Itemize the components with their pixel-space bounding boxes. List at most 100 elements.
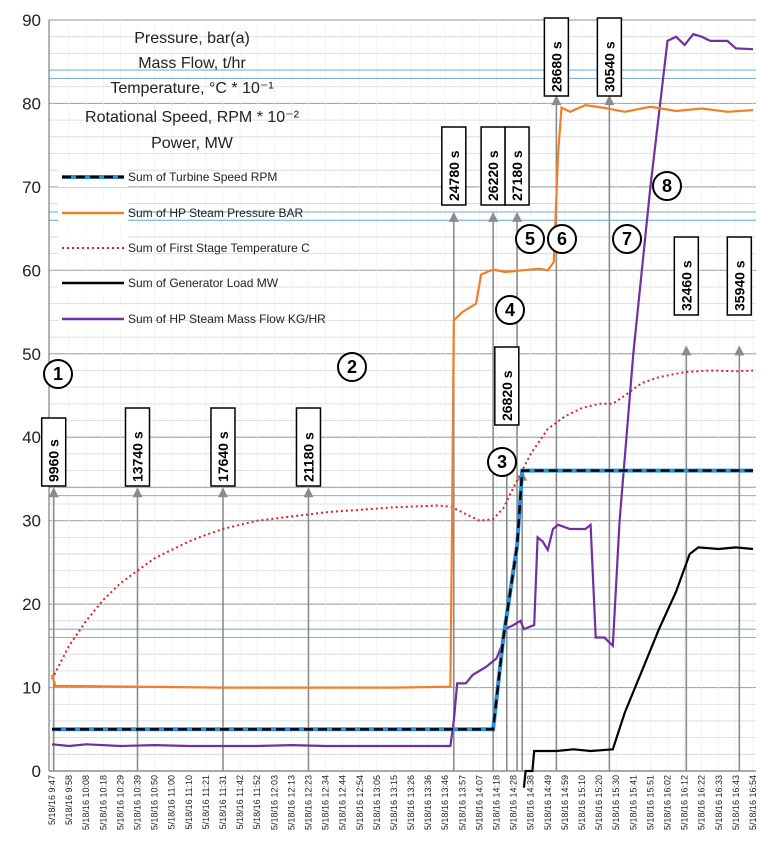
event-label-box [441, 126, 467, 206]
event-label-text: 9960 s [46, 439, 62, 482]
x-tick-label: 5/18/16 12:54 [355, 775, 365, 830]
event-label-box [40, 417, 67, 487]
series-line-sum-of-hp-steam-mass-flow-kg-hr [51, 32, 754, 748]
x-tick-label: 5/18/16 15:30 [611, 775, 621, 830]
units-line: Rotational Speed, RPM * 10⁻² [85, 109, 300, 126]
x-tick-label: 5/18/16 16:33 [714, 775, 724, 830]
legend-label: Sum of First Stage Temperature C [128, 241, 310, 255]
x-tick-label: 5/18/16 12:34 [321, 775, 331, 830]
reference-lines [49, 69, 756, 639]
event-number-circle [515, 224, 545, 254]
x-tick-label: 5/18/16 12:44 [338, 775, 348, 830]
event-arrow-head [512, 211, 523, 222]
y-axis: 0 10 20 30 40 50 60 70 80 90 [22, 11, 50, 781]
event-label-text: 26820 s [499, 370, 515, 421]
event-arrows [48, 95, 745, 771]
x-tick-label: 5/18/16 15:51 [645, 775, 655, 830]
units-line: Power, MW [151, 135, 234, 152]
event-arrow-head [551, 95, 562, 106]
event-number-circle [547, 224, 577, 254]
x-tick-label: 5/18/16 16:12 [680, 775, 690, 830]
x-tick-label: 5/18/16 14:18 [492, 775, 502, 830]
x-tick-label: 5/18/16 14:49 [543, 775, 553, 830]
x-tick-label: 5/18/16 16:22 [697, 775, 707, 830]
x-tick-label: 5/18/16 12:13 [286, 775, 296, 830]
x-tick-label: 5/18/16 13:26 [406, 775, 416, 830]
event-arrow-head [217, 487, 228, 498]
x-tick-label: 5/18/16 13:05 [372, 775, 382, 830]
series-lines [50, 32, 754, 788]
y-tick-label: 20 [22, 595, 41, 614]
x-tick-label: 5/18/16 11:31 [218, 775, 228, 829]
event-label-text: 27180 s [509, 150, 525, 201]
legend-label: Sum of HP Steam Pressure BAR [128, 206, 304, 220]
y-tick-label: 30 [22, 512, 41, 531]
x-tick-label: 5/18/16 11:42 [235, 775, 245, 829]
event-number: 3 [497, 452, 507, 472]
event-arrow-head [303, 487, 314, 498]
event-arrow-head [48, 487, 59, 498]
x-tick-label: 5/18/16 15:41 [628, 775, 638, 830]
event-number-circle [337, 352, 367, 382]
event-label-text: 21180 s [300, 432, 316, 482]
x-tick-label: 5/18/16 14:59 [560, 775, 570, 830]
event-label-text: 28680 s [548, 41, 564, 92]
x-tick-label: 5/18/16 12:23 [303, 775, 313, 830]
event-arrow-head [448, 211, 459, 222]
event-number-circle [43, 359, 73, 389]
x-tick-label: 5/18/16 16:43 [731, 775, 741, 830]
x-tick-label: 5/18/16 13:15 [389, 775, 399, 830]
event-label-box [210, 407, 236, 487]
event-arrow-head [132, 487, 143, 498]
y-tick-label: 40 [22, 428, 41, 447]
plot-area [49, 20, 756, 771]
x-tick-label: 5/18/16 9:47 [47, 775, 57, 825]
units-annotation: Pressure, bar(a) Mass Flow, t/hr Temperatu… [85, 30, 300, 152]
x-tick-label: 5/18/16 9:58 [64, 775, 74, 825]
x-tick-label: 5/18/16 11:10 [184, 775, 194, 829]
x-tick-label: 5/18/16 10:18 [98, 775, 108, 830]
y-tick-label: 80 [22, 94, 41, 113]
event-number-circle [487, 447, 517, 477]
event-number-circle [652, 171, 682, 201]
x-tick-label: 5/18/16 16:02 [663, 775, 673, 830]
x-tick-label: 5/18/16 11:00 [167, 775, 177, 829]
legend: Sum of Turbine Speed RPM Sum of HP Steam … [58, 165, 326, 329]
event-number: 2 [347, 357, 357, 377]
event-label-text: 35940 s [731, 260, 747, 311]
event-label-text: 32460 s [678, 260, 694, 311]
event-label-box [726, 236, 753, 316]
event-label-text: 24780 s [446, 150, 462, 201]
series-line-turbine-speed-dash [52, 469, 753, 731]
y-tick-label: 10 [22, 679, 41, 698]
event-label-box [543, 17, 570, 97]
event-label-text: 30540 s [601, 41, 617, 92]
event-number: 7 [622, 229, 632, 249]
event-number: 1 [53, 364, 63, 384]
legend-label: Sum of Turbine Speed RPM [128, 170, 277, 184]
event-label-box [494, 346, 520, 426]
event-label-text: 13740 s [129, 431, 145, 482]
units-line: Temperature, °C * 10⁻¹ [110, 80, 273, 97]
y-tick-label: 50 [22, 345, 41, 364]
x-tick-label: 5/18/16 11:52 [252, 775, 262, 829]
x-tick-label: 5/18/16 15:20 [594, 775, 604, 830]
x-tick-label: 5/18/16 15:10 [577, 775, 587, 830]
y-tick-label: 60 [22, 261, 41, 280]
legend-label: Sum of HP Steam Mass Flow KG/HR [128, 312, 326, 326]
event-labels: 9960 s 13740 s 17640 s 21180 s 24780 s 26220 … [40, 17, 753, 487]
x-tick-label: 5/18/16 13:57 [457, 775, 467, 830]
event-arrow-head [734, 345, 745, 356]
y-tick-label: 0 [32, 762, 41, 781]
event-arrow-head [681, 345, 692, 356]
y-tick-label: 70 [22, 178, 41, 197]
x-tick-label: 5/18/16 10:29 [115, 775, 125, 830]
event-arrow-head [604, 95, 615, 106]
legend-label: Sum of Generator Load MW [128, 276, 279, 290]
x-tick-label: 5/18/16 16:54 [748, 775, 758, 830]
series-line-first-stage-temperature [51, 369, 754, 680]
x-tick-label: 5/18/16 10:08 [81, 775, 91, 830]
event-label-box [124, 407, 151, 487]
x-tick-label: 5/18/16 10:39 [132, 775, 142, 830]
